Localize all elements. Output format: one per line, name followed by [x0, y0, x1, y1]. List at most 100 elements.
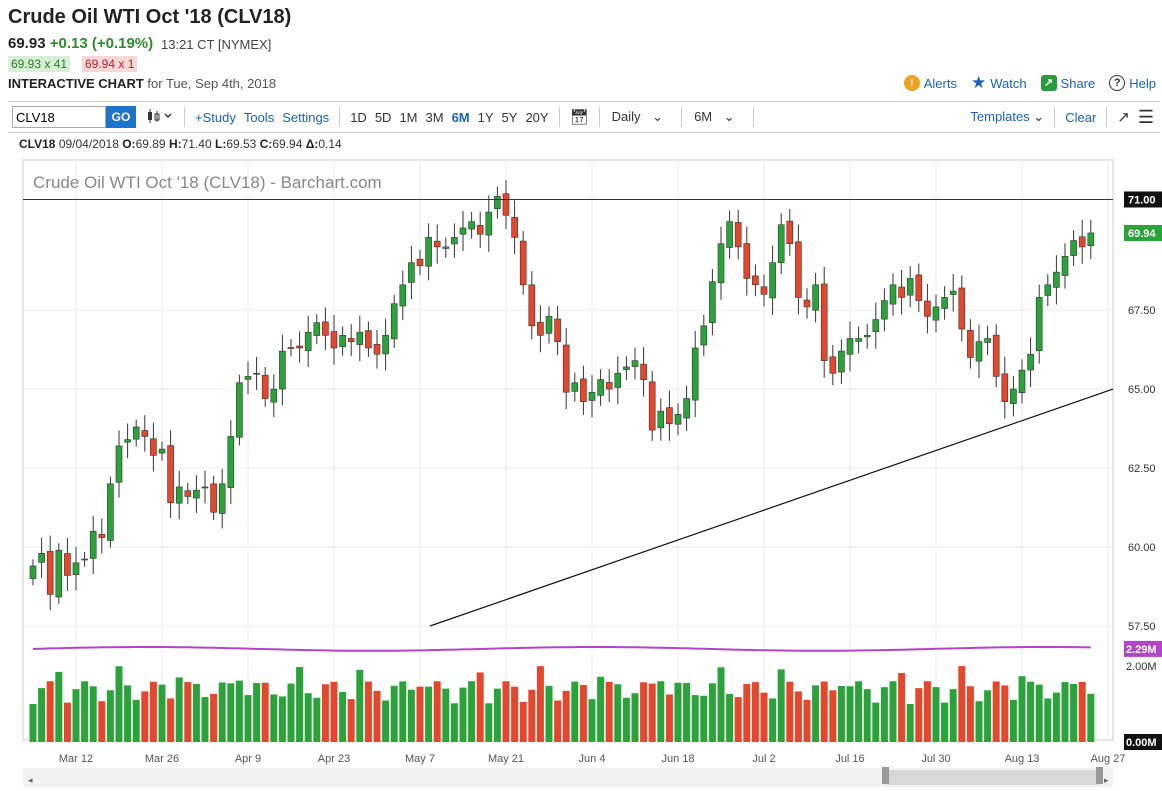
volume-ma-label: 2.29M	[1126, 644, 1157, 656]
volume-bar	[485, 703, 493, 742]
volume-bar	[287, 683, 295, 742]
candle-body	[889, 284, 897, 305]
scroll-right-icon[interactable]: ▸	[1104, 775, 1109, 785]
volume-bar	[450, 703, 458, 742]
volume-bar	[743, 683, 751, 742]
ohlc-high: 71.40	[181, 137, 212, 151]
range-5d[interactable]: 5D	[374, 109, 392, 125]
candle-body	[193, 489, 200, 499]
help-link[interactable]: ? Help	[1109, 75, 1156, 91]
candle-body	[760, 286, 768, 295]
volume-bar	[519, 701, 527, 742]
range-5y[interactable]: 5Y	[501, 109, 518, 125]
chart-type-selector[interactable]	[146, 108, 174, 126]
period-select[interactable]: 6M ⌄	[694, 109, 735, 125]
interval-value: Daily	[611, 109, 641, 124]
volume-bar	[192, 683, 200, 742]
candle-body	[734, 222, 742, 248]
study-button[interactable]: +Study	[195, 109, 236, 125]
candle-body	[313, 322, 321, 336]
scroll-left-icon[interactable]: ◂	[28, 775, 33, 785]
divider	[1106, 107, 1108, 127]
volume-bar	[115, 666, 123, 742]
share-link[interactable]: ↗ Share	[1040, 75, 1095, 91]
volume-bar	[261, 682, 269, 742]
volume-bar	[880, 687, 888, 742]
candle-body	[640, 363, 647, 380]
range-20y[interactable]: 20Y	[525, 109, 549, 125]
templates-select[interactable]: Templates ⌄	[970, 109, 1044, 125]
scrollbar-track[interactable]	[23, 768, 1113, 787]
resistance-price-label-bg	[1124, 191, 1162, 208]
candle-body	[597, 379, 604, 396]
range-1m[interactable]: 1M	[399, 109, 418, 125]
candle-body	[881, 300, 888, 320]
alerts-link[interactable]: ! Alerts	[903, 75, 957, 91]
candle-body	[820, 283, 828, 361]
clear-button[interactable]: Clear	[1065, 109, 1097, 125]
volume-axis: 2.29M 2.00M 0.00M	[1124, 640, 1162, 750]
candle-body	[726, 221, 733, 248]
range-6m[interactable]: 6M	[451, 109, 470, 125]
candle-body	[898, 286, 905, 298]
share-icon: ↗	[1040, 75, 1057, 91]
volume-bar	[407, 689, 415, 742]
candle-body	[270, 388, 278, 403]
settings-button[interactable]: Settings	[282, 109, 330, 125]
volume-bar	[657, 681, 665, 742]
period-value: 6M	[694, 109, 713, 124]
volume-bar	[433, 681, 441, 742]
menu-icon[interactable]: ☰	[1137, 106, 1154, 127]
range-1d[interactable]: 1D	[350, 109, 367, 125]
scrollbar-left-handle[interactable]	[882, 767, 889, 784]
volume-bar	[364, 681, 372, 742]
tools-button[interactable]: Tools	[243, 109, 275, 125]
ohlc-low: 69.53	[226, 137, 257, 151]
candle-body	[1053, 271, 1060, 288]
scrollbar-thumb[interactable]	[887, 770, 1099, 785]
candle-body	[623, 366, 630, 370]
candle-body	[975, 341, 983, 362]
volume-bar	[425, 686, 433, 742]
candle-body	[691, 347, 699, 401]
expand-icon[interactable]: ↗	[1117, 109, 1130, 126]
candle-body	[545, 316, 553, 334]
volume-bar	[760, 692, 768, 742]
chart-toolbar: GO +Study Tools Settings 1D 5D 1M 3M 6M …	[8, 101, 1160, 133]
candle-body	[580, 378, 587, 402]
trend-line[interactable]	[429, 388, 1114, 627]
calendar-icon[interactable]: 📅︎	[569, 109, 589, 126]
divider	[558, 107, 560, 127]
watch-link[interactable]: ★ Watch	[971, 73, 1027, 93]
go-button[interactable]: GO	[106, 106, 136, 128]
candle-body	[107, 483, 114, 541]
volume-bar	[941, 702, 949, 742]
volume-bar	[184, 682, 192, 742]
candle-body	[795, 241, 802, 298]
candle-body	[72, 562, 80, 575]
candle-body	[485, 211, 493, 236]
volume-bar	[141, 691, 149, 742]
volume-bar	[356, 669, 364, 742]
top-links: ! Alerts ★ Watch ↗ Share ? Help	[903, 73, 1156, 93]
candle-body	[967, 329, 974, 358]
scrollbar-right-handle[interactable]	[1096, 767, 1103, 784]
range-1y[interactable]: 1Y	[477, 109, 494, 125]
alerts-label: Alerts	[923, 75, 957, 91]
volume-bar	[1061, 682, 1069, 742]
range-3m[interactable]: 3M	[425, 109, 444, 125]
ohlc-readout: CLV18 09/04/2018 O:69.89 H:71.40 L:69.53…	[19, 137, 342, 151]
page-title: Crude Oil WTI Oct '18 (CLV18)	[8, 6, 292, 28]
volume-bar	[416, 686, 424, 742]
volume-bar	[1078, 681, 1086, 742]
candle-body	[347, 338, 355, 342]
interval-select[interactable]: Daily ⌄	[612, 109, 663, 125]
candle-body	[442, 246, 450, 249]
symbol-input[interactable]	[12, 106, 106, 128]
volume-bar	[313, 697, 321, 742]
volume-bar	[442, 688, 450, 742]
volume-bar	[906, 703, 914, 742]
volume-bar	[149, 681, 157, 742]
volume-bar	[674, 682, 682, 742]
